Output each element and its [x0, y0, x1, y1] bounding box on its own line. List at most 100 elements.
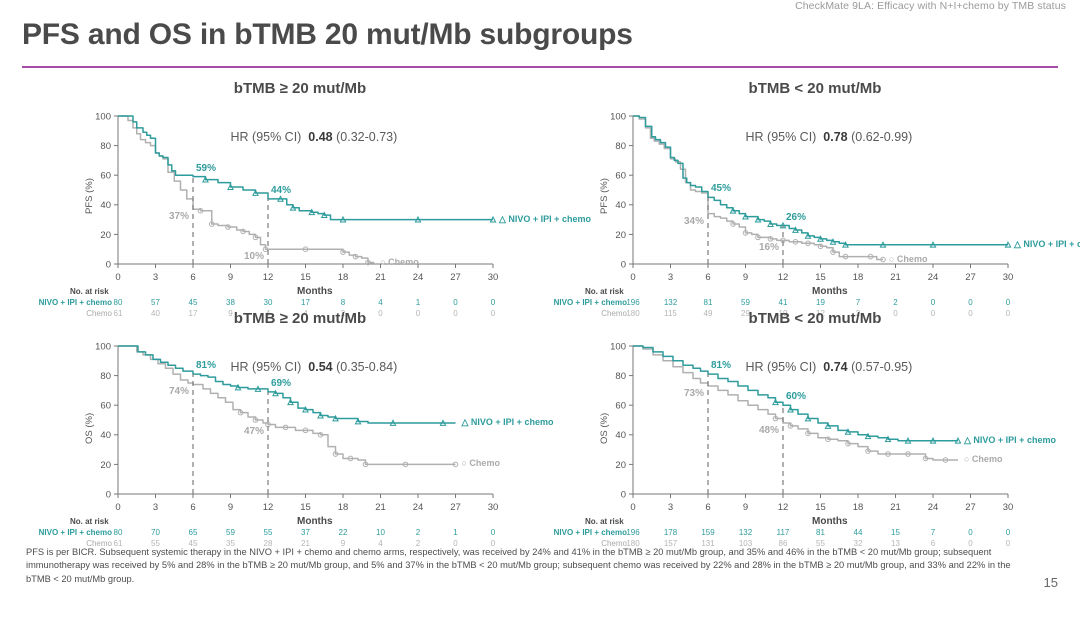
os-low-risk-value: 131 — [701, 539, 715, 548]
pfs-low-legend-nivo: △ NIVO + IPI + chemo — [1014, 238, 1080, 249]
svg-text:20: 20 — [615, 230, 626, 241]
os-low-hr-annotation: HR (95% CI) 0.74 (0.57-0.95) — [746, 360, 913, 374]
os-low-risk-value: 157 — [663, 539, 678, 548]
pfs-high-risk-value: 80 — [113, 298, 123, 307]
svg-text:0: 0 — [115, 502, 120, 513]
svg-text:6: 6 — [190, 502, 195, 513]
svg-text:15: 15 — [300, 272, 311, 283]
pfs-high-hr-annotation: HR (95% CI) 0.48 (0.32-0.73) — [231, 130, 398, 144]
svg-text:0: 0 — [106, 259, 111, 270]
svg-text:40: 40 — [615, 430, 626, 441]
os-high-risk-value: 45 — [188, 539, 198, 548]
pfs-high-landmark-12-chemo: 10% — [244, 251, 265, 263]
svg-text:3: 3 — [153, 502, 158, 513]
pfs-low-risk-value: 49 — [703, 309, 713, 318]
os-low-risk-value: 180 — [626, 539, 640, 548]
pfs-high-risk-value: 17 — [301, 298, 310, 307]
pfs-high-risk-header: No. at risk — [70, 287, 109, 296]
os-high-risk-value: 37 — [301, 528, 310, 537]
svg-text:0: 0 — [106, 489, 111, 500]
pfs-low-legend-chemo: ○ Chemo — [889, 253, 928, 264]
os-high-ylabel: OS (%) — [84, 412, 95, 444]
pfs-high-risk-value: 0 — [453, 309, 458, 318]
pfs-high-risk-value: 57 — [151, 298, 160, 307]
os-low-landmark-6-chemo: 73% — [684, 387, 705, 399]
os-low-risk-value: 159 — [701, 528, 715, 537]
os-high-risk-value: 4 — [378, 539, 383, 548]
pfs-low-risk-header: No. at risk — [585, 287, 624, 296]
os-low-risk-value: 81 — [816, 528, 825, 537]
os-low-risk-value: 117 — [776, 528, 790, 537]
os-low-risk-value: 132 — [738, 528, 753, 537]
pfs-low-hr-prefix: HR (95% CI) — [745, 130, 817, 144]
pfs-low-risk-value: 0 — [968, 298, 973, 307]
os-low-risk-value: 196 — [626, 528, 640, 537]
page-title: PFS and OS in bTMB 20 mut/Mb subgroups — [22, 18, 633, 51]
os-high-risk-value: 61 — [113, 539, 123, 548]
page-number: 15 — [1043, 575, 1058, 590]
os-high-risk-value: 2 — [415, 539, 421, 548]
pfs-high-title: bTMB ≥ 20 mut/Mb — [233, 80, 367, 97]
svg-text:15: 15 — [815, 272, 826, 283]
os-low-risk-value: 0 — [968, 528, 973, 537]
pfs-high-risk-value: 45 — [188, 298, 198, 307]
os-high-risk-header: No. at risk — [70, 517, 109, 526]
os-high-risk-value: 9 — [340, 539, 346, 548]
pfs-high-xlabel: Months — [297, 286, 333, 297]
svg-text:80: 80 — [100, 141, 111, 152]
os-high-legend-chemo: ○ Chemo — [461, 458, 500, 469]
pfs-low-landmark-12-nivo: 26% — [786, 211, 807, 223]
svg-text:100: 100 — [610, 341, 626, 352]
svg-text:0: 0 — [621, 259, 626, 270]
os-low-risk-value: 178 — [663, 528, 678, 537]
os-high-risk-value: 22 — [338, 528, 348, 537]
pfs-high-legend-chemo: ○ Chemo — [380, 256, 419, 267]
svg-text:40: 40 — [100, 430, 111, 441]
chart-panel-pfs-high: bTMB ≥ 20 mut/Mb 0 20 40 60 80 100 0 3 6 9 12 15 18 21… — [39, 80, 591, 318]
pfs-high-risk-value: 0 — [490, 309, 496, 318]
os-low-risk-header: No. at risk — [585, 517, 624, 526]
pfs-high-risk-value: 0 — [415, 309, 421, 318]
os-low-hr-ci: (0.57-0.95) — [851, 360, 913, 374]
os-low-landmark-6-nivo: 81% — [711, 360, 732, 372]
pfs-low-risk-value: 2 — [855, 309, 861, 318]
svg-text:30: 30 — [488, 502, 499, 513]
os-high-risk-value: 59 — [226, 528, 235, 537]
os-low-legend-chemo: ○ Chemo — [964, 453, 1003, 464]
svg-text:80: 80 — [100, 371, 111, 382]
os-low-risk-value: 103 — [738, 539, 753, 548]
os-low-hr-prefix: HR (95% CI) — [745, 360, 817, 374]
os-low-risk-value: 0 — [1005, 528, 1011, 537]
pfs-high-landmark-6-nivo: 59% — [196, 162, 217, 174]
pfs-high-plot: 0 20 40 60 80 100 0 3 6 9 12 15 18 21 24 27 30 — [60, 102, 520, 292]
pfs-high-landmark-6-chemo: 37% — [169, 211, 190, 223]
svg-text:27: 27 — [450, 502, 461, 513]
svg-text:80: 80 — [615, 371, 626, 382]
pfs-high-risk-value: 40 — [151, 309, 160, 318]
pfs-high-risk-value: 2 — [340, 309, 346, 318]
pfs-low-hr-annotation: HR (95% CI) 0.78 (0.62-0.99) — [746, 130, 913, 144]
svg-text:0: 0 — [630, 502, 635, 513]
svg-text:21: 21 — [890, 272, 901, 283]
pfs-low-risk-value: 0 — [1005, 309, 1011, 318]
pfs-low-risk-value: 19 — [816, 298, 825, 307]
pfs-low-risk-value: 59 — [741, 298, 750, 307]
svg-text:20: 20 — [615, 460, 626, 471]
svg-text:12: 12 — [778, 272, 789, 283]
svg-text:80: 80 — [615, 141, 626, 152]
svg-text:6: 6 — [705, 272, 710, 283]
svg-text:30: 30 — [1003, 272, 1014, 283]
svg-text:30: 30 — [1003, 502, 1014, 513]
pfs-low-risk-value: 0 — [968, 309, 973, 318]
pfs-low-title: bTMB < 20 mut/Mb — [748, 80, 882, 97]
svg-text:100: 100 — [610, 111, 626, 122]
os-low-xlabel: Months — [812, 516, 848, 527]
svg-text:60: 60 — [615, 401, 626, 412]
pfs-high-risk-value: 61 — [113, 309, 123, 318]
svg-text:40: 40 — [100, 200, 111, 211]
os-low-risk-value: 55 — [816, 539, 825, 548]
os-high-risk-value: 10 — [376, 528, 385, 537]
os-low-risk-value: 6 — [930, 539, 936, 548]
svg-text:15: 15 — [815, 502, 826, 513]
os-high-landmark-6-chemo: 74% — [169, 386, 190, 398]
